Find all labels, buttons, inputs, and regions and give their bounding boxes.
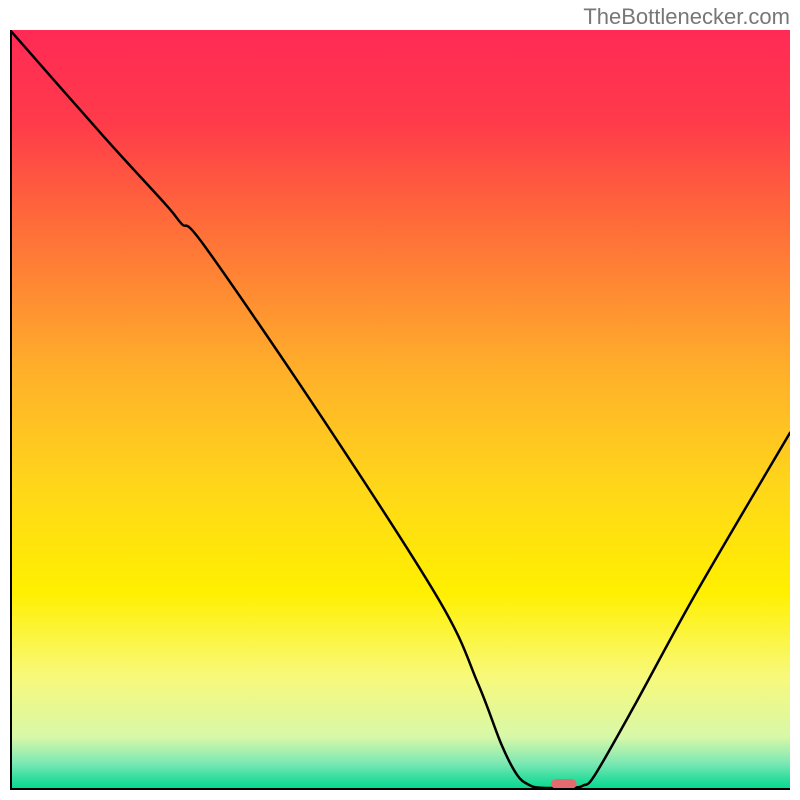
plot-area: [10, 30, 790, 790]
gradient-background: [10, 30, 790, 790]
plot-svg: [10, 30, 790, 790]
optimal-marker: [551, 779, 577, 789]
bottleneck-chart: TheBottlenecker.com: [0, 0, 800, 800]
watermark-text: TheBottlenecker.com: [583, 4, 790, 30]
